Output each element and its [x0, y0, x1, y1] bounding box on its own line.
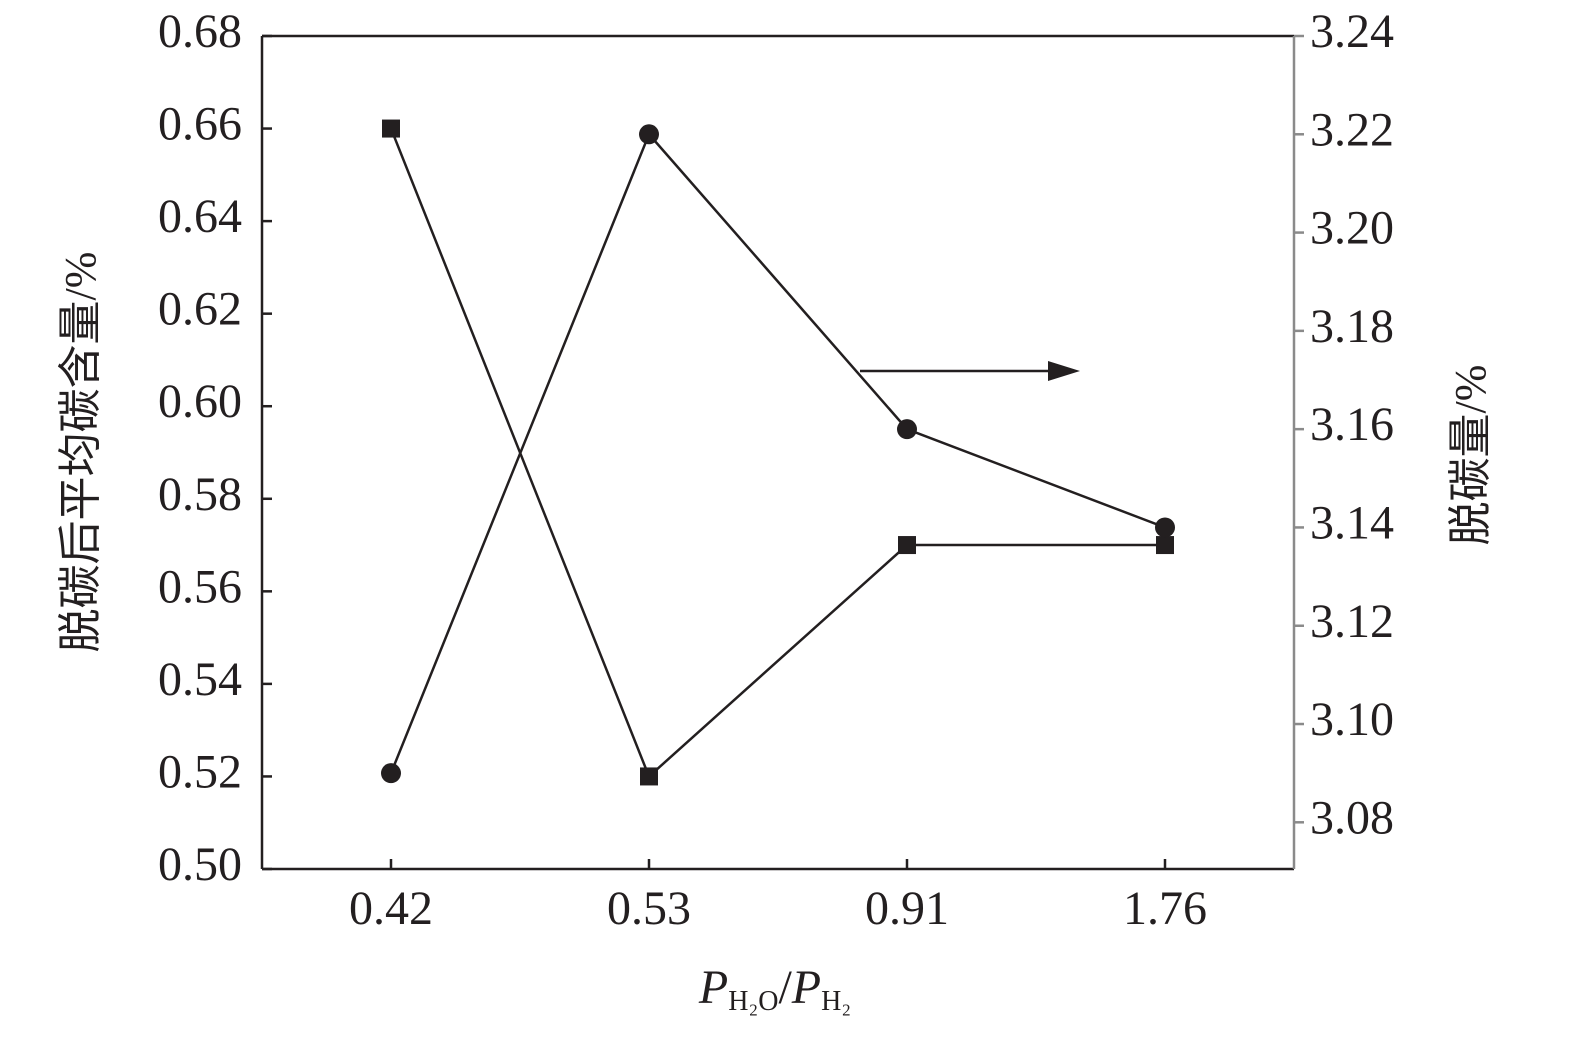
circle-marker [1155, 517, 1175, 538]
x-axis-label-part: P [698, 961, 728, 1014]
circle-marker [897, 419, 917, 440]
y-tick-label: 0.54 [158, 653, 242, 706]
x-tick-label: 0.42 [349, 882, 433, 935]
y-axis-label: 脱碳后平均碳含量/% [56, 252, 105, 653]
x-tick-label: 0.91 [865, 882, 949, 935]
y2-tick-label: 3.20 [1310, 202, 1394, 255]
y-tick-label: 0.52 [158, 745, 242, 798]
y-tick-label: 0.64 [158, 190, 242, 243]
x-tick-label: 1.76 [1123, 882, 1207, 935]
x-axis-label-part: H₂O [728, 986, 778, 1017]
y2-tick-label: 3.24 [1310, 5, 1394, 58]
y2-tick-label: 3.22 [1310, 103, 1394, 156]
y-tick-label: 0.50 [158, 838, 242, 891]
y2-tick-label: 3.18 [1310, 300, 1394, 353]
y2-tick-label: 3.08 [1310, 791, 1394, 844]
y2-tick-label: 3.16 [1310, 398, 1394, 451]
x-axis-label-part: / [778, 961, 792, 1014]
annotation-arrow [860, 361, 1080, 381]
y2-tick-label: 3.12 [1310, 595, 1394, 648]
x-tick-label: 0.53 [607, 882, 691, 935]
x-axis-label-part: P [791, 961, 821, 1014]
y2-tick-label: 3.10 [1310, 693, 1394, 746]
x-axis-label: PH₂O/PH₂ [698, 961, 851, 1017]
square-marker [640, 767, 658, 786]
square-marker [382, 119, 400, 138]
series-line [389, 128, 1165, 779]
y-tick-label: 0.66 [158, 98, 242, 151]
y-tick-label: 0.62 [158, 283, 242, 336]
y-tick-label: 0.60 [158, 375, 242, 428]
square-marker [898, 536, 916, 555]
series-line [389, 131, 1166, 774]
circle-marker [639, 124, 659, 145]
y-tick-label: 0.58 [158, 468, 242, 521]
y2-tick-label: 3.14 [1310, 496, 1394, 549]
y-tick-label: 0.68 [158, 5, 242, 58]
x-axis-label-part: H₂ [821, 986, 851, 1017]
y-tick-label: 0.56 [158, 560, 242, 613]
square-marker [1156, 536, 1174, 555]
circle-marker [381, 763, 401, 784]
y2-axis-label: 脱碳量/% [1446, 365, 1495, 546]
